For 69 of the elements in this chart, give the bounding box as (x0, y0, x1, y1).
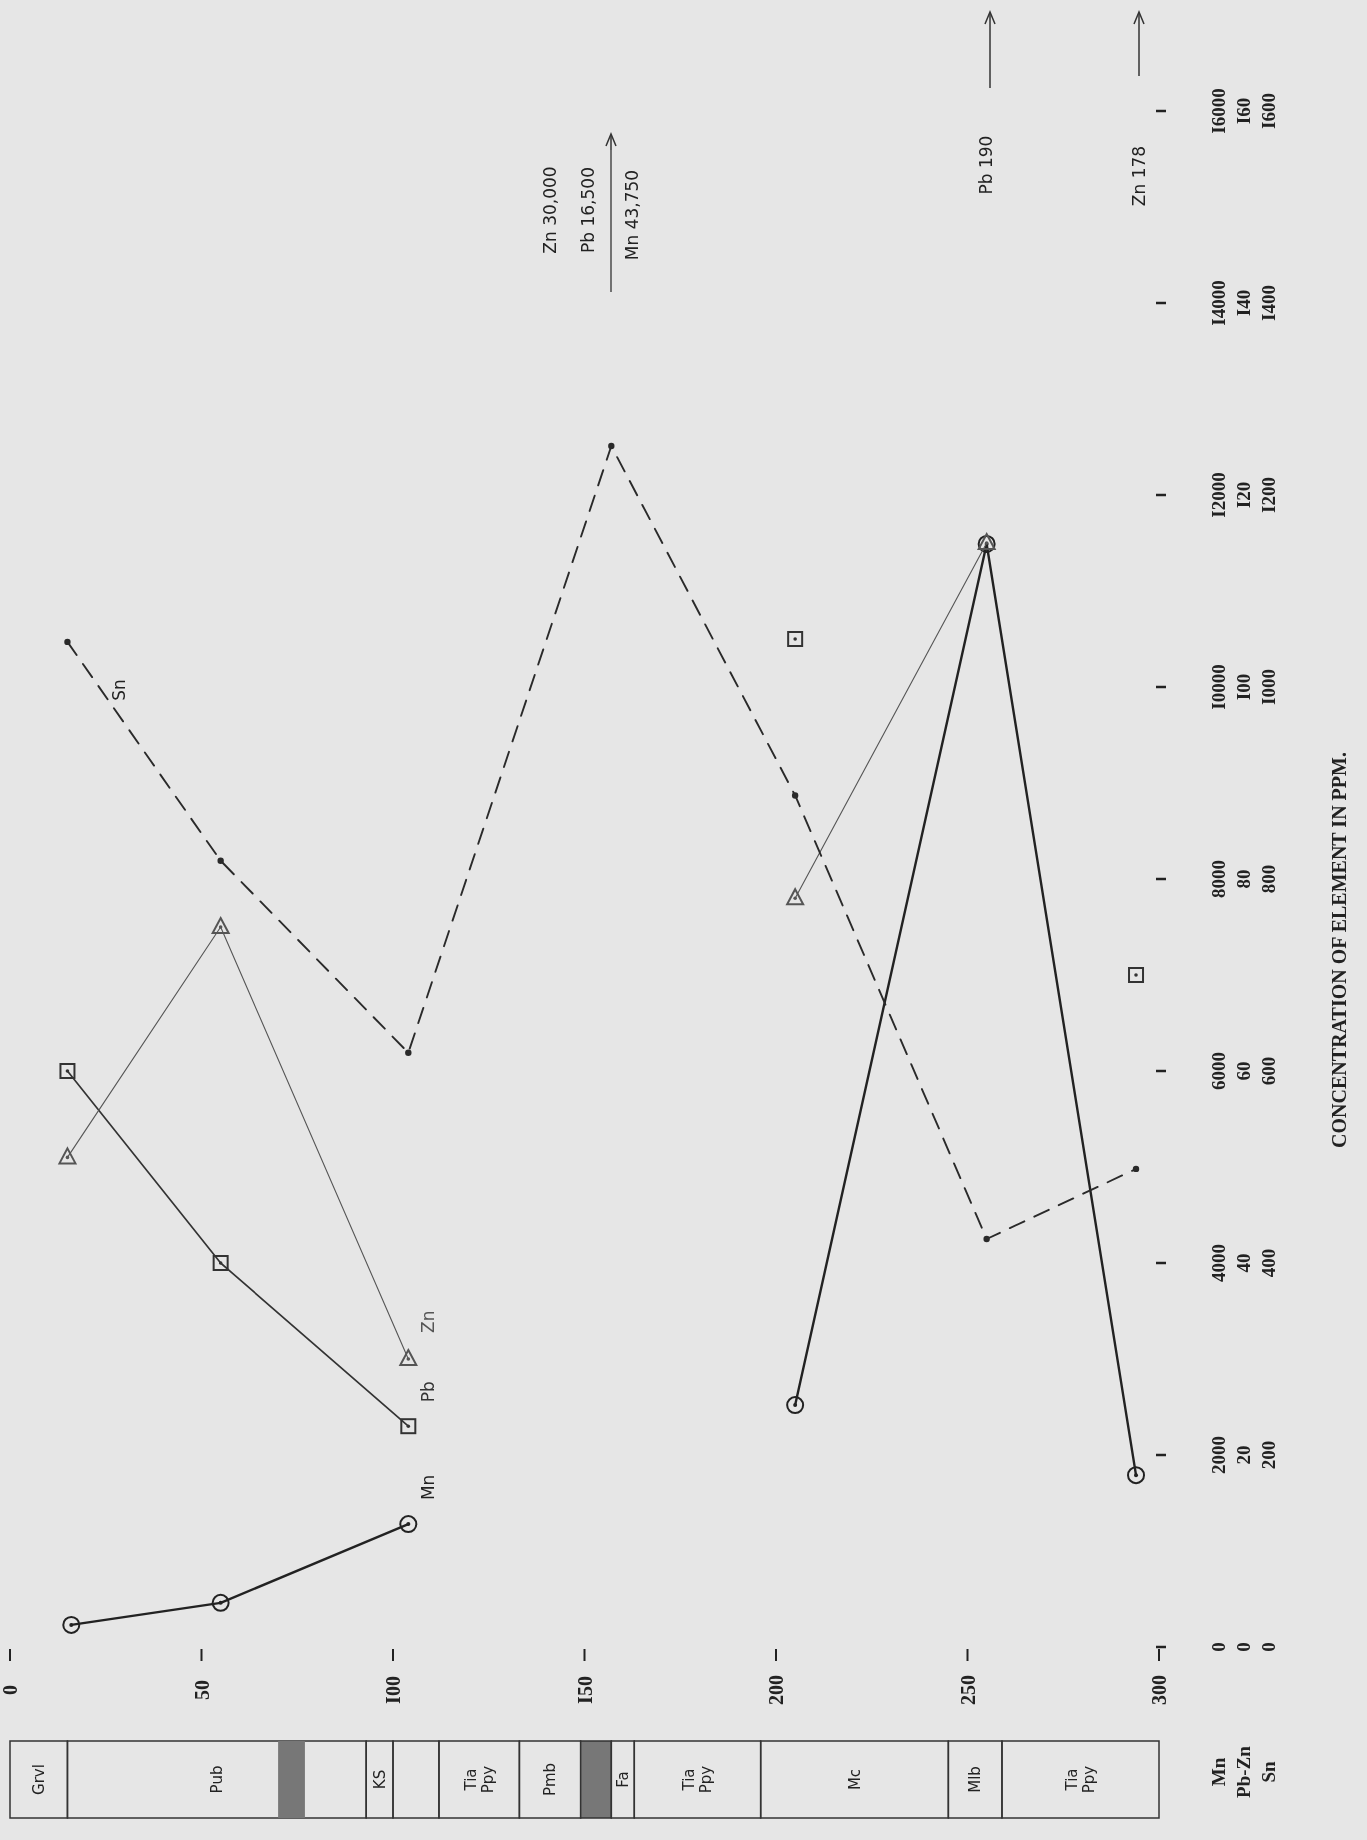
y2-tick-label: 60 (1232, 1061, 1254, 1081)
rock-column: Grvl Pub KS Tia Ppy Pmb Fa Tia Ppy Mc Mlb Tia Ppy (9, 1740, 1160, 1819)
x-tick-label: 0 (0, 1685, 21, 1695)
y-tick-label: 4000 (1207, 1244, 1229, 1282)
y-tick-label: I4000 (1207, 280, 1229, 326)
point (786, 888, 805, 906)
y3-tick-label: I400 (1257, 285, 1279, 321)
annotation: Zn 30,000 (540, 166, 560, 254)
point (399, 1349, 418, 1366)
y3-tick-label: 400 (1257, 1248, 1279, 1278)
point (791, 792, 799, 799)
point (212, 1255, 229, 1271)
y2-tick-label: 0 (1232, 1642, 1254, 1652)
point (62, 1615, 81, 1634)
point (64, 638, 71, 646)
y2-tick-label: 80 (1232, 869, 1254, 889)
text: Sn (1257, 1761, 1279, 1783)
text: CONCENTRATION OF ELEMENT IN PPM. (1328, 752, 1350, 1148)
y3-tick-label: 600 (1257, 1056, 1279, 1086)
y3-tick-label: I000 (1257, 669, 1279, 705)
annotation: Mn 43,750 (622, 169, 642, 261)
y-tick-label: 6000 (1207, 1052, 1229, 1090)
point (399, 1515, 418, 1534)
point (58, 1147, 77, 1165)
point (608, 442, 615, 450)
point (1128, 967, 1145, 983)
y-tick-label: I6000 (1207, 88, 1229, 134)
annotation: Pb 16,500 (578, 167, 598, 253)
y-tick-label: I2000 (1207, 472, 1229, 518)
point (1132, 1165, 1140, 1173)
text: Mn (418, 1474, 439, 1501)
x-tick-label: 300 (1148, 1675, 1170, 1705)
point (786, 1396, 805, 1415)
text: Sn (109, 679, 130, 701)
y3-tick-label: I200 (1257, 477, 1279, 513)
point (1127, 1466, 1146, 1485)
text: Pb-Zn (1232, 1745, 1254, 1798)
text: Mn (1207, 1757, 1229, 1787)
y-tick-label: 8000 (1207, 860, 1229, 898)
point (59, 1063, 76, 1079)
point (211, 1593, 230, 1612)
annotation: Pb 190 (976, 135, 996, 195)
y2-tick-label: I20 (1232, 481, 1254, 509)
point (787, 631, 804, 647)
y2-tick-label: 40 (1232, 1253, 1254, 1273)
point (211, 917, 230, 934)
y2-tick-label: I40 (1232, 289, 1254, 317)
y-tick-label: I0000 (1207, 664, 1229, 710)
text: Pb (418, 1381, 439, 1403)
x-tick-label: I00 (382, 1676, 404, 1704)
y3-tick-label: 0 (1257, 1642, 1279, 1652)
point (400, 1418, 417, 1435)
y2-tick-label: 20 (1232, 1445, 1254, 1465)
x-tick-label: 200 (765, 1675, 787, 1705)
y-tick-label: 0 (1207, 1642, 1229, 1652)
y2-tick-label: I00 (1232, 673, 1254, 701)
text: Zn (418, 1310, 439, 1333)
x-tick-label: 250 (956, 1675, 979, 1705)
y3-tick-label: I600 (1257, 93, 1279, 129)
point (983, 1235, 990, 1243)
y-tick-label: 2000 (1207, 1436, 1229, 1474)
point (405, 1049, 412, 1056)
y2-tick-label: I60 (1232, 97, 1254, 125)
x-tick-label: 50 (190, 1680, 213, 1700)
y3-tick-label: 800 (1257, 864, 1279, 894)
x-tick-label: I50 (573, 1676, 596, 1704)
annotation: Zn 178 (1129, 145, 1149, 207)
point (217, 857, 224, 864)
y3-tick-label: 200 (1257, 1440, 1279, 1470)
